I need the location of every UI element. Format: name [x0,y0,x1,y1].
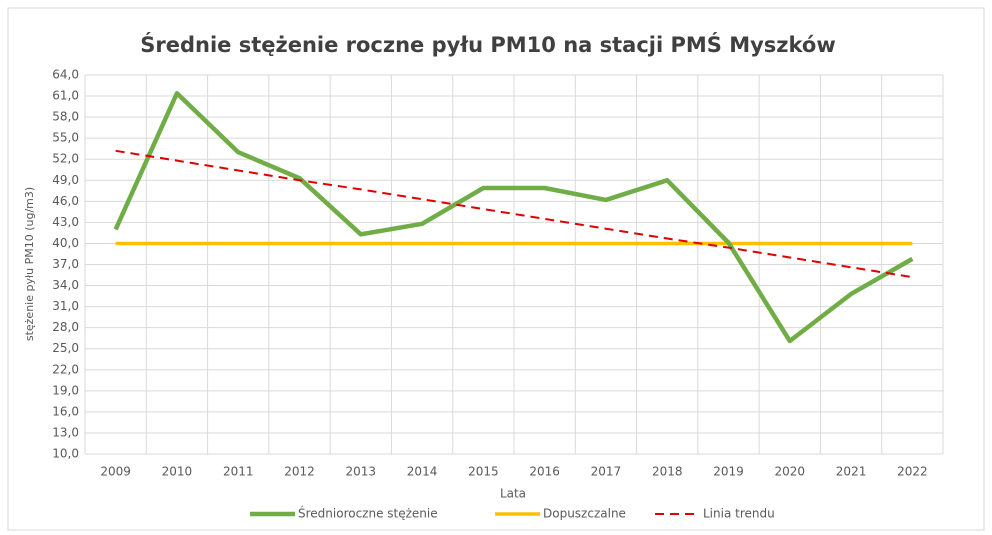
y-tick-label: 58,0 [52,110,79,124]
y-tick-label: 61,0 [52,89,79,103]
y-tick-label: 52,0 [52,152,79,166]
x-tick-label: 2020 [775,465,806,479]
x-tick-label: 2009 [100,465,131,479]
y-tick-label: 13,0 [52,425,79,439]
y-tick-label: 37,0 [52,257,79,271]
x-tick-label: 2011 [223,465,254,479]
x-tick-label: 2019 [713,465,744,479]
x-tick-label: 2017 [591,465,622,479]
x-tick-label: 2014 [407,465,438,479]
y-tick-label: 55,0 [52,131,79,145]
y-tick-label: 46,0 [52,194,79,208]
chart-title: Średnie stężenie roczne pyłu PM10 na sta… [140,32,836,57]
y-tick-label: 19,0 [52,383,79,397]
y-tick-label: 28,0 [52,320,79,334]
line-series [113,90,914,344]
legend-label: Linia trendu [703,507,775,521]
y-tick-label: 34,0 [52,278,79,292]
y-tick-label: 64,0 [52,68,79,82]
y-axis-label: stężenie pyłu PM10 (ug/m3) [23,187,36,341]
y-tick-label: 43,0 [52,215,79,229]
x-tick-label: 2021 [836,465,867,479]
legend-label: Dopuszczalne [543,507,626,521]
y-tick-label: 16,0 [52,404,79,418]
x-tick-label: 2012 [284,465,315,479]
y-tick-label: 40,0 [52,236,79,250]
x-tick-label: 2018 [652,465,683,479]
x-axis-label: Lata [500,487,526,501]
x-tick-label: 2015 [468,465,499,479]
x-tick-label: 2022 [897,465,928,479]
x-tick-label: 2013 [346,465,377,479]
y-tick-label: 10,0 [52,447,79,461]
y-tick-label: 49,0 [52,173,79,187]
chart-frame [7,7,985,531]
y-tick-label: 25,0 [52,341,79,355]
legend-label: Średnioroczne stężenie [298,506,438,521]
x-tick-label: 2010 [162,465,193,479]
x-tick-label: 2016 [529,465,560,479]
y-tick-label: 22,0 [52,362,79,376]
y-tick-label: 31,0 [52,299,79,313]
